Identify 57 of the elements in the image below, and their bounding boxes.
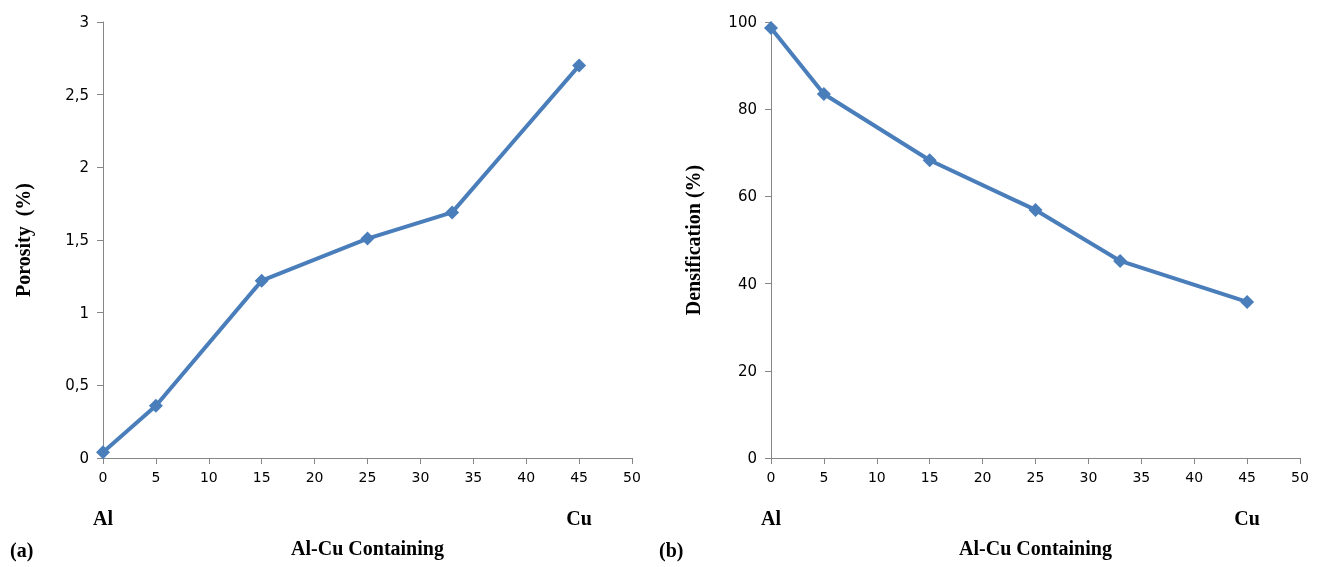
x-tick-label: 45 (570, 469, 589, 485)
point (360, 231, 375, 246)
x-tick-label: 40 (517, 469, 536, 485)
point (1240, 294, 1255, 309)
y-tick-label: 20 (737, 361, 757, 380)
text: Al (761, 507, 782, 529)
x-tick-label: 15 (252, 469, 271, 485)
x-tick-label: 15 (920, 469, 939, 485)
x-tick-label: 5 (151, 469, 161, 485)
x-tick-label: 0 (766, 469, 776, 485)
y-tick-label: 3 (79, 13, 89, 31)
x-tick-label: 10 (199, 469, 218, 485)
x-tick-label: 10 (867, 469, 886, 485)
point (922, 153, 937, 168)
y-tick-label: 2 (79, 158, 89, 177)
text: (a) (10, 539, 34, 562)
x-tick-label: 0 (98, 469, 108, 485)
y-axis-title: Porosity (%) (12, 182, 35, 298)
x-tick-label: 35 (464, 469, 483, 485)
point (1113, 253, 1128, 268)
x-tick-label: 45 (1238, 469, 1257, 485)
x-tick-label: 50 (1291, 469, 1309, 485)
point (572, 58, 587, 73)
y-tick-label: 0 (747, 449, 757, 467)
y-tick-label: 1,5 (65, 231, 89, 249)
x-tick-label: 50 (623, 469, 641, 485)
y-tick-label: 80 (737, 100, 757, 119)
x-tick-label: 25 (358, 469, 377, 485)
y-tick-label: 0,5 (65, 376, 89, 395)
y-tick-label: 2,5 (65, 85, 89, 104)
x-tick-label: 20 (305, 469, 324, 485)
text: Al (93, 507, 114, 529)
y-tick-label: 40 (737, 274, 757, 293)
x-tick-label: 30 (1079, 469, 1098, 485)
y-tick-label: 0 (79, 449, 89, 467)
y-tick-label: 100 (728, 13, 757, 31)
point (148, 398, 163, 413)
y-tick-label: 1 (79, 303, 89, 322)
point (816, 86, 831, 101)
x-axis-title: Al-Cu Containing (959, 537, 1112, 560)
x-tick-label: 30 (411, 469, 430, 485)
x-tick-label: 40 (1185, 469, 1204, 485)
y-tick-label: 60 (737, 187, 757, 206)
y-axis-title: Densification (%) (682, 164, 705, 316)
x-tick-label: 20 (973, 469, 992, 485)
x-tick-label: 25 (1026, 469, 1045, 485)
point (254, 273, 269, 288)
x-axis-title: Al-Cu Containing (291, 537, 444, 560)
text: (b) (659, 539, 684, 562)
text: Cu (1234, 507, 1260, 529)
point (96, 445, 110, 460)
point (1028, 202, 1043, 217)
x-tick-label: 35 (1132, 469, 1151, 485)
point (764, 21, 778, 36)
point (445, 205, 460, 220)
x-tick-label: 5 (819, 469, 829, 485)
text: Cu (566, 507, 592, 529)
